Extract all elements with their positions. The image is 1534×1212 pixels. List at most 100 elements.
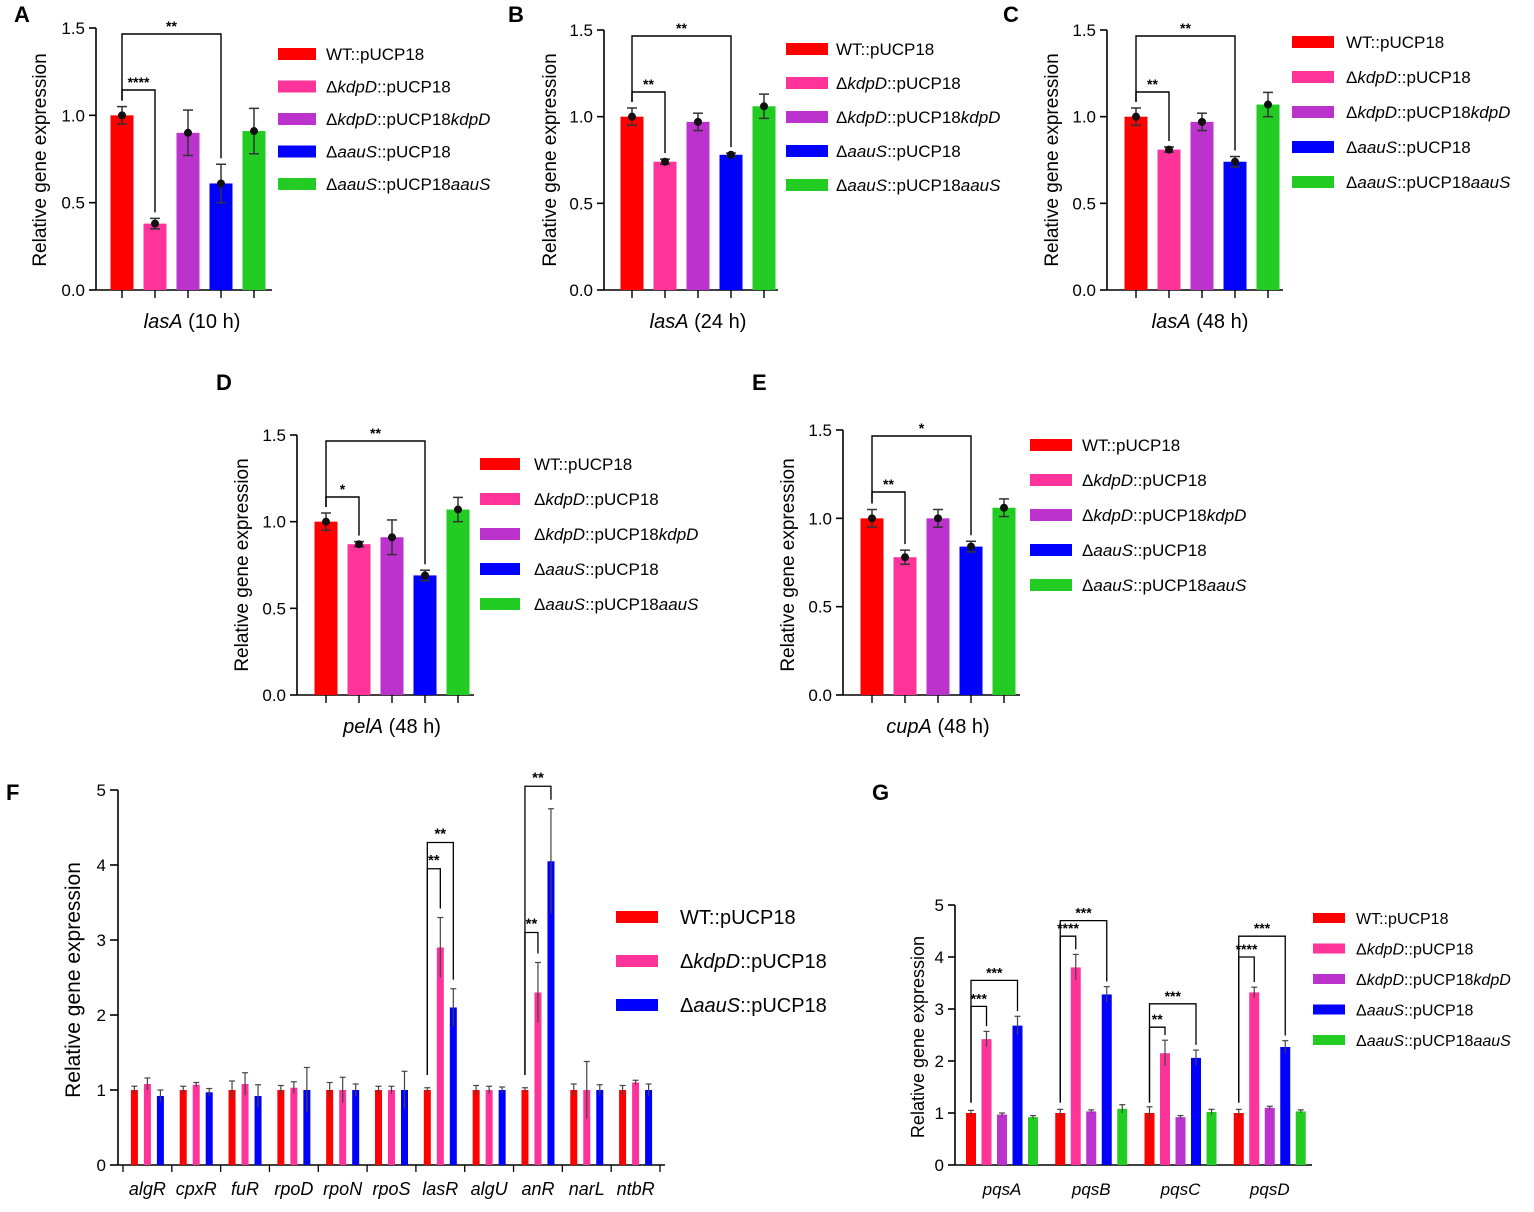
panel-label: A bbox=[14, 2, 30, 27]
bar-aauS bbox=[254, 1096, 262, 1165]
legend-label-kdpDc-part: Δ bbox=[1346, 103, 1357, 122]
legend-label-aauSc-part: aauS bbox=[1471, 173, 1511, 192]
bar-aauS bbox=[719, 154, 743, 290]
mean-point bbox=[901, 553, 909, 562]
significance-label: *** bbox=[986, 964, 1003, 980]
legend-label-aauS: ΔaauS::pUCP18 bbox=[1082, 541, 1207, 560]
x-axis-label: cupA (48 h) bbox=[886, 716, 989, 738]
legend-swatch-kdpDc bbox=[1292, 106, 1334, 118]
legend-label-aauSc-part: aauS bbox=[961, 176, 1001, 195]
legend-label-kdpD-part: Δ bbox=[326, 78, 337, 97]
y-tick-label: 5 bbox=[97, 781, 106, 800]
legend-label-kdpD-part: ::pUCP18 bbox=[1404, 942, 1473, 959]
bar-kdpD bbox=[143, 1084, 151, 1165]
legend-label-wt: WT::pUCP18 bbox=[1346, 33, 1444, 52]
mean-point bbox=[421, 571, 429, 580]
legend-swatch-kdpD bbox=[786, 77, 828, 89]
significance-bracket bbox=[325, 440, 426, 565]
mean-point bbox=[250, 127, 258, 136]
legend-swatch-aauS bbox=[1313, 1004, 1345, 1015]
legend-label-kdpDc-part: kdpD bbox=[1093, 506, 1133, 525]
y-tick-label: 5 bbox=[935, 896, 944, 915]
legend-label-wt: WT::pUCP18 bbox=[836, 40, 934, 59]
mean-point bbox=[1264, 100, 1272, 109]
legend-label-aauS: ΔaauS::pUCP18 bbox=[680, 995, 827, 1017]
bar-aauSc bbox=[1206, 1111, 1217, 1165]
bar-aauS bbox=[352, 1090, 360, 1165]
legend-swatch-kdpD bbox=[278, 80, 316, 93]
legend-label-aauS-part: aauS bbox=[337, 143, 377, 162]
legend-swatch-kdpD bbox=[1313, 943, 1345, 954]
legend-label-kdpDc-part: ::pUCP18 bbox=[1397, 103, 1471, 122]
legend-label-aauSc-part: ::pUCP18 bbox=[1404, 1033, 1473, 1050]
y-tick-label: 1.0 bbox=[808, 509, 832, 528]
legend-label-kdpD: ΔkdpD::pUCP18 bbox=[326, 78, 451, 97]
bar-wt bbox=[228, 1090, 236, 1165]
bar-aauS bbox=[209, 183, 233, 290]
x-axis-label-part: (24 h) bbox=[689, 311, 747, 333]
legend-label-kdpD: ΔkdpD::pUCP18 bbox=[1082, 471, 1207, 490]
category-label: pqsC bbox=[1160, 1180, 1201, 1199]
mean-point bbox=[151, 219, 159, 228]
legend-label-wt: WT::pUCP18 bbox=[534, 455, 632, 474]
legend-swatch-kdpDc bbox=[786, 111, 828, 123]
y-tick-label: 0.0 bbox=[808, 686, 832, 705]
bar-kdpDc bbox=[686, 121, 710, 290]
legend-label-kdpDc: ΔkdpD::pUCP18kdpD bbox=[1346, 103, 1510, 122]
x-axis-label-part: pelA bbox=[342, 716, 383, 738]
significance-label: ** bbox=[676, 20, 687, 36]
mean-point bbox=[1165, 145, 1173, 154]
bar-aauS bbox=[959, 546, 983, 695]
legend-label-aauS-part: aauS bbox=[1093, 541, 1133, 560]
bar-aauSc bbox=[1256, 104, 1280, 291]
legend-label-kdpDc: ΔkdpD::pUCP18kdpD bbox=[836, 108, 1000, 127]
panel-label: F bbox=[6, 780, 19, 805]
bar-kdpD bbox=[1160, 1053, 1170, 1165]
y-tick-label: 4 bbox=[97, 856, 106, 875]
legend-swatch-wt bbox=[786, 43, 828, 55]
legend-swatch-aauSc bbox=[786, 179, 828, 191]
legend-label-aauSc: ΔaauS::pUCP18aauS bbox=[326, 175, 491, 194]
significance-bracket bbox=[1059, 919, 1108, 1103]
category-label: ntbR bbox=[617, 1179, 655, 1199]
legend-label-aauSc-part: ::pUCP18 bbox=[1397, 173, 1471, 192]
legend-label-aauSc-part: ::pUCP18 bbox=[377, 175, 451, 194]
legend-label-wt-part: WT::pUCP18 bbox=[1356, 911, 1449, 928]
legend-label-kdpD-part: kdpD bbox=[1367, 942, 1405, 959]
category-label: algU bbox=[471, 1179, 509, 1199]
x-axis-label-part: lasA bbox=[144, 311, 183, 333]
bar-wt bbox=[314, 521, 338, 695]
legend-label-kdpD-part: Δ bbox=[534, 490, 545, 509]
legend-label-kdpD-part: Δ bbox=[836, 74, 847, 93]
significance-label: *** bbox=[971, 990, 988, 1006]
legend-label-kdpDc: ΔkdpD::pUCP18kdpD bbox=[534, 525, 698, 544]
legend-label-kdpDc-part: kdpD bbox=[337, 110, 377, 129]
x-axis-label-part: (48 h) bbox=[932, 716, 990, 738]
y-tick-label: 0 bbox=[935, 1156, 944, 1175]
legend-swatch-aauSc bbox=[278, 178, 316, 190]
legend-label-kdpD-part: Δ bbox=[680, 951, 693, 973]
legend-label-kdpD-part: ::pUCP18 bbox=[585, 490, 659, 509]
legend-label-wt-part: WT::pUCP18 bbox=[836, 40, 934, 59]
legend-swatch-aauSc bbox=[480, 598, 520, 610]
bar-kdpD bbox=[534, 992, 542, 1165]
mean-point bbox=[1000, 503, 1008, 512]
significance-label: ** bbox=[526, 916, 538, 933]
legend-label-kdpDc-part: ::pUCP18 bbox=[377, 110, 451, 129]
legend-swatch-aauSc bbox=[1313, 1035, 1345, 1045]
bar-wt bbox=[1124, 116, 1148, 291]
legend-label-aauS-part: Δ bbox=[326, 143, 337, 162]
legend-label-aauSc: ΔaauS::pUCP18aauS bbox=[1082, 576, 1247, 595]
bar-wt bbox=[130, 1090, 138, 1165]
legend-label-kdpD-part: Δ bbox=[1082, 471, 1093, 490]
bar-kdpD bbox=[981, 1039, 992, 1165]
x-axis-label-part: cupA bbox=[886, 716, 932, 738]
legend-label-aauS-part: ::pUCP18 bbox=[1404, 1003, 1473, 1020]
mean-point bbox=[355, 540, 363, 549]
mean-point bbox=[454, 505, 462, 514]
bar-aauS bbox=[1223, 161, 1247, 290]
legend-label-wt: WT::pUCP18 bbox=[680, 907, 796, 929]
y-axis-label: Relative gene expression bbox=[908, 936, 928, 1138]
legend-label-wt: WT::pUCP18 bbox=[1082, 436, 1180, 455]
legend-label-kdpDc-part: ::pUCP18 bbox=[1133, 506, 1207, 525]
